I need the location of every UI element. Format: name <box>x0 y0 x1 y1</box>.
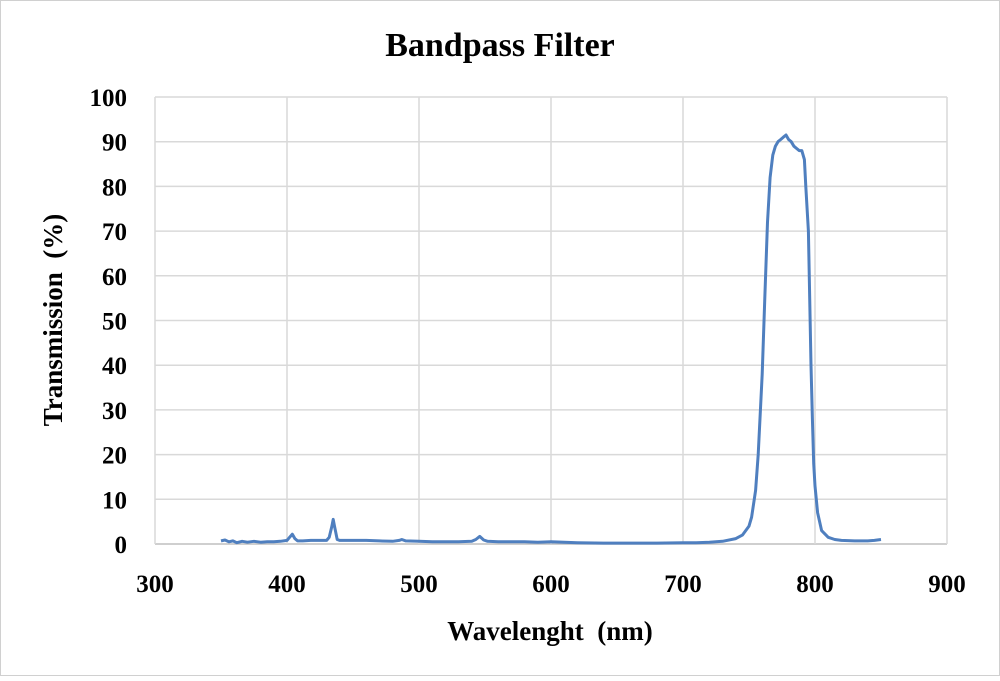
x-tick-label: 400 <box>268 571 306 598</box>
y-tick-label: 40 <box>102 353 127 380</box>
y-tick-label: 30 <box>102 398 127 425</box>
y-tick-label: 80 <box>102 174 127 201</box>
y-tick-label: 50 <box>102 309 127 336</box>
y-axis-label: Transmission (%) <box>38 214 68 427</box>
x-tick-label: 700 <box>664 571 702 598</box>
y-tick-label: 20 <box>102 443 127 470</box>
x-tick-label: 500 <box>400 571 438 598</box>
gridlines <box>154 96 948 545</box>
x-tick-label: 800 <box>796 571 834 598</box>
y-tick-label: 60 <box>102 264 127 291</box>
x-tick-label: 600 <box>532 571 570 598</box>
y-tick-label: 90 <box>102 130 127 157</box>
y-tick-label: 70 <box>102 219 127 246</box>
y-tick-label: 100 <box>90 85 128 112</box>
chart-title: Bandpass Filter <box>385 27 615 64</box>
x-tick-label: 900 <box>928 571 966 598</box>
tick-labels: 0 10 20 30 40 50 60 70 80 90 100 300 400 500 600 700 800… <box>90 85 966 598</box>
y-tick-label: 0 <box>115 532 128 559</box>
y-tick-label: 10 <box>102 487 127 514</box>
x-tick-label: 300 <box>136 571 174 598</box>
x-axis-label: Wavelenght (nm) <box>447 616 653 646</box>
series-line <box>220 133 882 545</box>
